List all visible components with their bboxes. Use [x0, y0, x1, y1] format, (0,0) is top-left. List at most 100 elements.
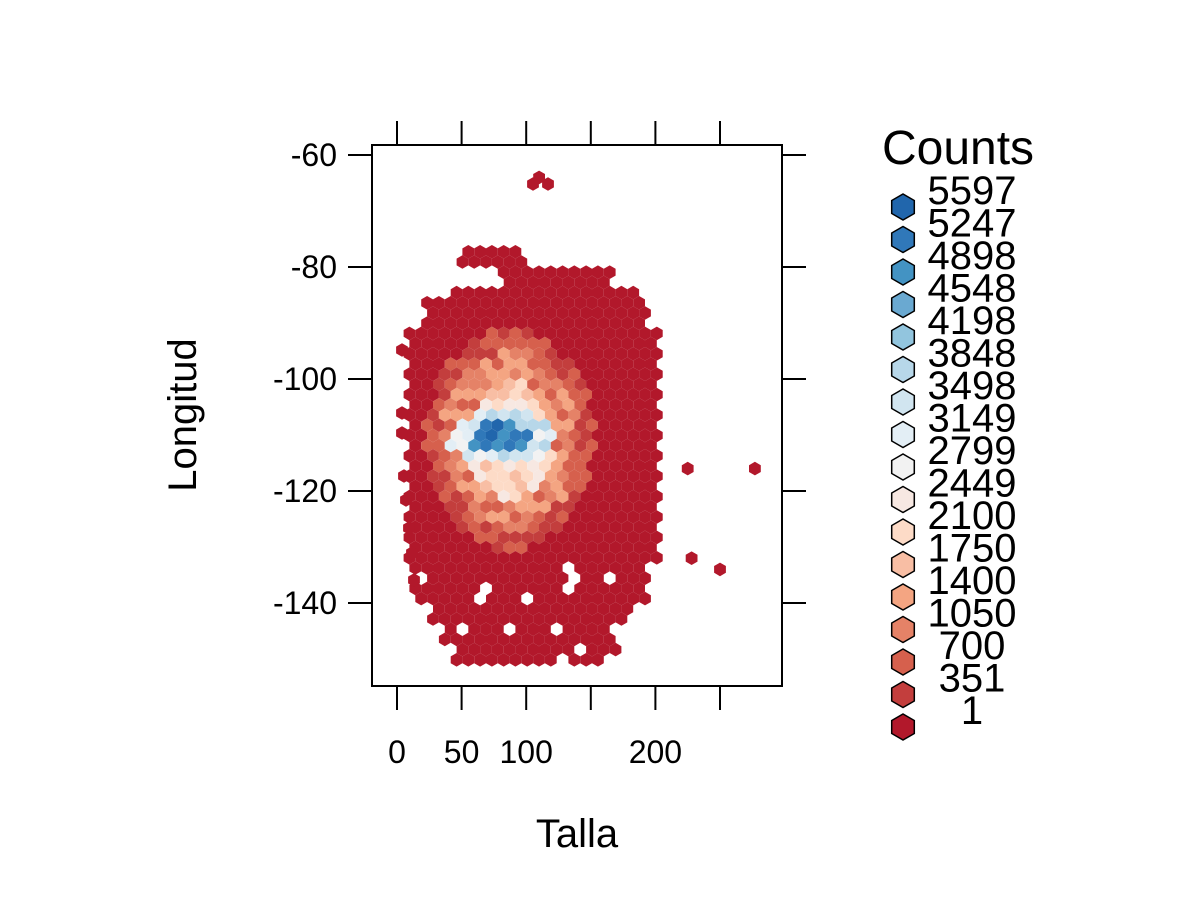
hex-cell — [639, 428, 651, 443]
hex-cell — [568, 347, 581, 361]
hex-cell — [486, 408, 498, 422]
hex-cell — [592, 367, 604, 381]
legend-label: 2799 — [928, 429, 1017, 473]
hex-cell — [415, 469, 428, 483]
hex-cell — [486, 510, 498, 524]
hex-cell — [450, 653, 463, 667]
hex-cell — [627, 469, 640, 483]
hex-cell — [580, 428, 592, 443]
hex-cell — [456, 316, 469, 330]
hex-cell — [580, 285, 592, 300]
hex-cell — [491, 357, 504, 371]
hex-cell — [527, 500, 539, 514]
hex-cell — [544, 510, 557, 524]
hex-cell — [450, 551, 463, 565]
hex-cell — [621, 398, 634, 412]
hex-cell — [462, 632, 475, 647]
hex-cell — [562, 642, 575, 657]
hex-cell — [503, 296, 516, 310]
hex-cell — [586, 581, 598, 596]
hex-cell — [480, 418, 492, 432]
hex-cell — [427, 449, 439, 463]
hex-cell — [621, 540, 634, 555]
hex-cell — [491, 398, 504, 412]
hex-cell — [592, 571, 604, 585]
hex-cell — [562, 520, 575, 534]
legend-swatch — [890, 323, 916, 351]
hex-cell — [456, 459, 469, 473]
hex-cell — [509, 367, 522, 381]
legend-label: 5247 — [928, 202, 1017, 246]
hex-cell — [444, 622, 457, 636]
hex-cell — [633, 296, 645, 310]
hex-cell — [408, 573, 420, 587]
hex-cell — [462, 551, 475, 565]
hex-cell — [503, 459, 516, 473]
hex-cell — [603, 612, 616, 626]
hex-cell — [509, 489, 522, 504]
hex-cell — [427, 326, 439, 341]
hex-cell — [603, 489, 616, 504]
hex-cell — [497, 245, 510, 259]
legend-label: 1050 — [928, 592, 1017, 636]
hex-cell — [486, 367, 498, 381]
hex-cell — [639, 510, 651, 524]
hex-cell — [503, 581, 516, 596]
hex-cell — [462, 306, 475, 320]
hex-cell — [527, 642, 539, 657]
hex-cell — [433, 561, 445, 575]
hex-cell — [503, 275, 516, 290]
hex-cell — [480, 255, 492, 269]
hex-cell — [621, 520, 634, 534]
hex-cell — [486, 489, 498, 504]
hex-cell — [615, 571, 628, 585]
hex-cell — [509, 551, 522, 565]
hex-cell — [580, 612, 592, 626]
hex-cell — [468, 602, 481, 616]
hex-cell — [650, 489, 663, 504]
hex-cell — [462, 571, 475, 585]
y-tick-label: -120 — [273, 473, 337, 509]
hex-cell — [456, 398, 469, 412]
hex-cell — [621, 336, 634, 351]
hex-cell — [438, 408, 451, 422]
hex-cell — [474, 347, 486, 361]
hex-cell — [580, 632, 592, 647]
hex-cell — [427, 510, 439, 524]
hex-cell — [627, 387, 640, 402]
hex-cell — [421, 581, 433, 596]
hex-cell — [597, 316, 610, 330]
hex-cell — [592, 326, 604, 341]
hex-cell — [480, 316, 492, 330]
hex-cell — [456, 438, 469, 453]
hex-cell — [503, 561, 516, 575]
hex-cell — [597, 500, 610, 514]
hex-cell — [450, 347, 463, 361]
hex-cell — [450, 612, 463, 626]
hex-cell — [568, 326, 581, 341]
hex-cell — [603, 469, 616, 483]
hex-cell — [639, 387, 651, 402]
hex-cell — [515, 296, 528, 310]
hex-cell — [627, 449, 640, 463]
hex-cell — [433, 316, 445, 330]
hex-cell — [491, 500, 504, 514]
hex-cell — [468, 520, 481, 534]
hex-cell — [533, 591, 545, 606]
hex-cell — [433, 377, 445, 392]
hex-cell — [497, 428, 510, 443]
hex-cell — [521, 428, 534, 443]
hex-cell — [539, 459, 551, 473]
hex-cell — [580, 469, 592, 483]
hex-cell — [586, 275, 598, 290]
hex-cell — [474, 551, 486, 565]
hex-cell — [633, 561, 645, 575]
hex-cell — [574, 357, 587, 371]
hex-cell — [486, 285, 498, 300]
hex-cell — [403, 449, 416, 463]
hex-cell — [486, 632, 498, 647]
hex-cell — [515, 316, 528, 330]
hex-cell — [633, 459, 645, 473]
hex-cell — [556, 387, 569, 402]
hex-cell — [462, 510, 475, 524]
